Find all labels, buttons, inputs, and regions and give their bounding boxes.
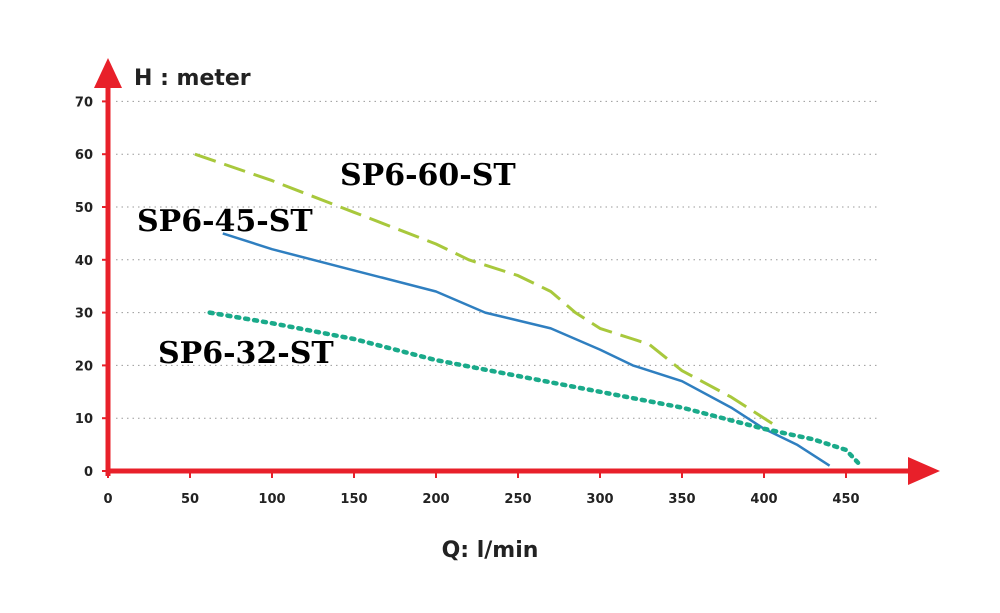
series-label-sp6-32-st: SP6-32-ST xyxy=(158,336,334,371)
tick-labels: 0 10 20 30 40 50 60 70 0 50 100 150 200 250 300 350 400 4… xyxy=(75,95,860,507)
y-tick-label: 70 xyxy=(75,95,93,110)
x-tick-label: 400 xyxy=(750,492,777,507)
gridlines xyxy=(116,100,878,419)
x-tick-label: 50 xyxy=(181,492,199,507)
x-tick-label: 200 xyxy=(422,492,449,507)
x-tick-label: 300 xyxy=(586,492,613,507)
y-tick-label: 10 xyxy=(75,412,93,427)
x-tick-label: 350 xyxy=(668,492,695,507)
y-tick-label: 20 xyxy=(75,359,93,374)
y-tick-label: 40 xyxy=(75,254,93,269)
x-tick-label: 150 xyxy=(340,492,367,507)
y-tick-label: 60 xyxy=(75,148,93,163)
x-axis-title: Q: l/min xyxy=(442,538,539,563)
x-tick-label: 250 xyxy=(504,492,531,507)
y-tick-label: 30 xyxy=(75,307,93,322)
y-tick-label: 50 xyxy=(75,201,93,216)
x-axis-arrow xyxy=(908,457,940,485)
y-axis-arrow xyxy=(94,58,122,88)
series-lines xyxy=(194,152,864,468)
series-label-sp6-45-st: SP6-45-ST xyxy=(137,204,313,239)
series-label-sp6-60-st: SP6-60-ST xyxy=(340,158,516,193)
y-tick-label: 0 xyxy=(84,465,93,480)
y-axis-title: H : meter xyxy=(134,66,251,91)
axes xyxy=(94,58,940,485)
series-line-sp6-60-st xyxy=(194,152,774,425)
x-tick-label: 100 xyxy=(258,492,285,507)
series-line-sp6-32-st xyxy=(207,310,864,468)
x-tick-label: 0 xyxy=(103,492,112,507)
x-tick-label: 450 xyxy=(832,492,859,507)
